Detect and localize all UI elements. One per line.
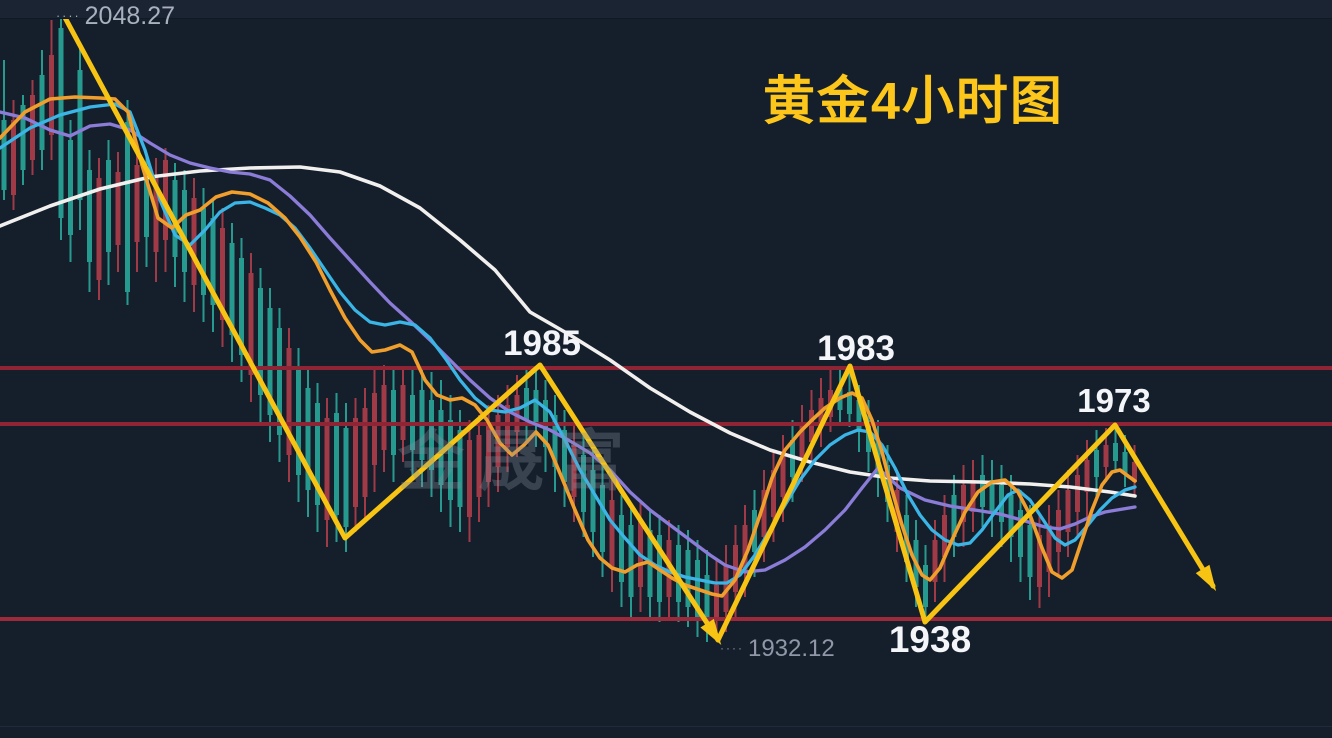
dotted-leader: ····: [56, 9, 81, 24]
price-label-text: 1938: [888, 619, 972, 660]
window-bottom-edge: [0, 726, 1332, 727]
price-label-text: 1983: [817, 329, 895, 368]
price-label-text: 2048.27: [84, 2, 176, 30]
swing-low-label-1932-12: ···· 1932.12: [720, 637, 835, 661]
price-label-text: 1973: [1077, 382, 1151, 419]
chart-title: 黄金4小时图: [763, 73, 1064, 131]
swing-high-label-1973: 1973: [1077, 384, 1150, 417]
swing-high-label-1983: 1983: [817, 331, 895, 366]
swing-high-label-1985: 1985: [503, 326, 581, 361]
window-top-band: [0, 0, 1332, 19]
price-label-text: 1932.12: [747, 635, 835, 662]
swing-low-label-1938: 1938: [889, 621, 971, 658]
price-label-text: 1985: [503, 324, 581, 363]
dotted-leader: ····: [720, 641, 744, 656]
price-label-2048-27: ···· 2048.27: [56, 4, 175, 29]
watermark-text: 金晟富: [398, 424, 638, 498]
